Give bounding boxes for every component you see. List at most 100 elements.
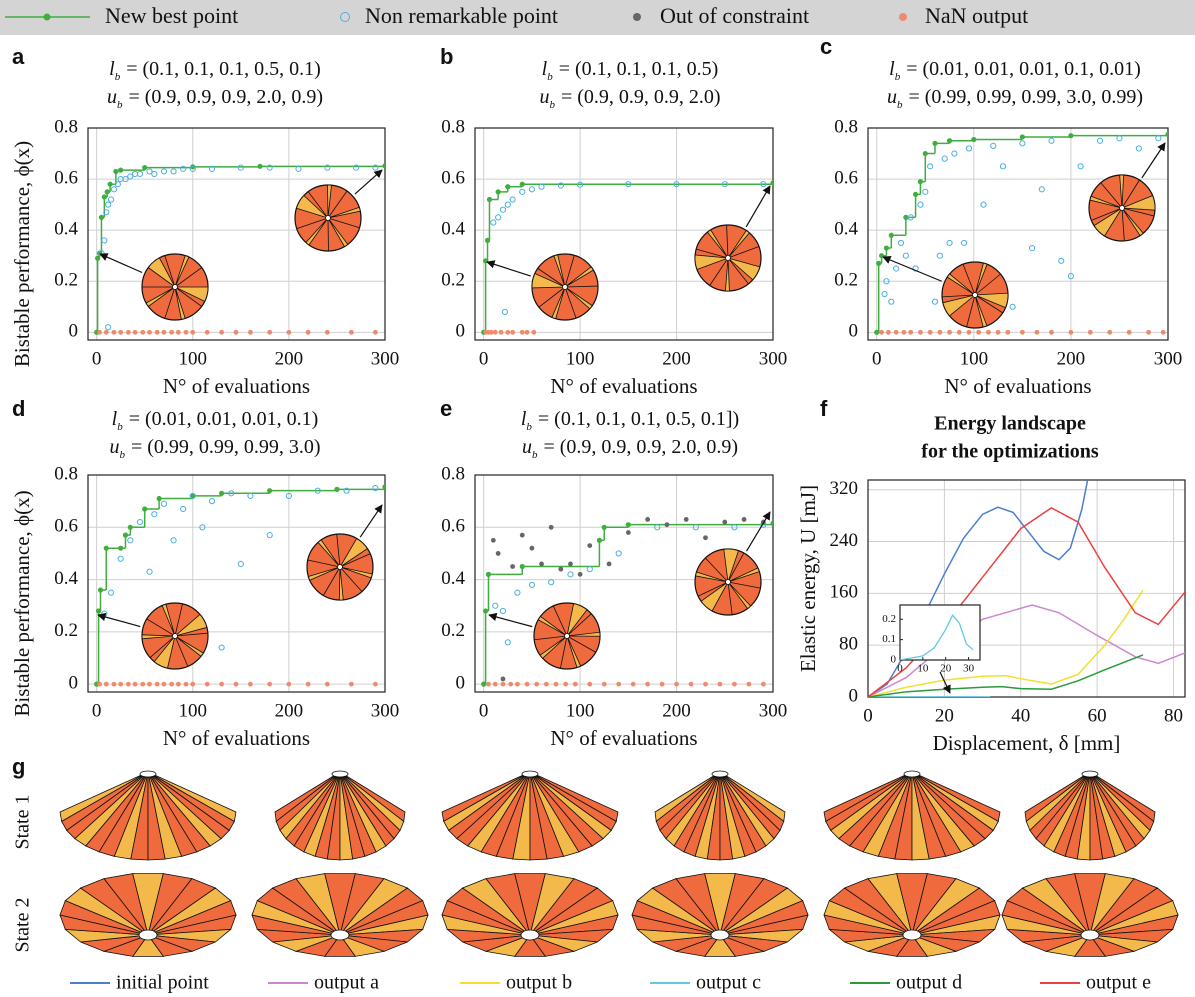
y-tick-label: 0.2	[441, 270, 465, 291]
best-point	[156, 495, 162, 502]
point	[499, 206, 507, 213]
point	[630, 681, 636, 687]
plot-frame	[87, 474, 386, 693]
wheel-panel	[700, 581, 729, 612]
point	[132, 329, 138, 335]
point	[553, 681, 559, 687]
point	[692, 524, 699, 531]
x-tick-label: 100	[960, 348, 989, 369]
point	[937, 329, 943, 335]
bound-subscript: b	[897, 99, 903, 111]
point	[233, 681, 239, 687]
bound-subscript: b	[119, 449, 125, 461]
wheel-panel	[566, 635, 582, 668]
point	[524, 681, 530, 687]
point	[499, 607, 507, 615]
point	[160, 168, 168, 175]
wheel-panel	[145, 286, 176, 307]
y-tick-label: 0.6	[441, 516, 465, 537]
state1-shape	[823, 770, 1001, 861]
point	[577, 181, 584, 188]
wheel-illustration	[533, 602, 601, 670]
point	[883, 278, 890, 285]
wheel-crease	[560, 635, 568, 669]
point	[111, 329, 117, 335]
wheel-illustration	[941, 261, 1009, 329]
wheel-panel	[174, 286, 209, 302]
plot-area	[874, 131, 1168, 335]
point	[881, 290, 888, 298]
wheel-crease	[942, 294, 976, 298]
wheel-panel	[174, 613, 208, 637]
point	[286, 681, 292, 687]
point	[586, 566, 593, 573]
x-tick-label: 200	[1057, 348, 1086, 369]
point	[208, 165, 216, 172]
point	[673, 181, 680, 188]
point	[495, 214, 502, 221]
legend-marker	[899, 13, 907, 21]
panel-letter: e	[440, 396, 452, 421]
best-point	[142, 164, 148, 171]
x-tick-label: 300	[371, 348, 400, 369]
wheel-panel	[1121, 207, 1144, 237]
wheel-crease	[564, 286, 577, 319]
wheel-panel	[339, 566, 373, 579]
best-point	[1019, 134, 1025, 140]
point	[1146, 329, 1151, 335]
y-tick-label: 0.6	[54, 516, 78, 537]
point	[931, 298, 939, 305]
row-label: State 2	[12, 898, 34, 953]
point	[534, 681, 540, 687]
wheel-panel	[706, 229, 729, 259]
best-point	[122, 532, 129, 538]
x-tick-label: 200	[275, 700, 304, 721]
wheel-panel	[339, 537, 368, 568]
wheel-crease	[537, 268, 566, 288]
y-tick-label: 0.2	[882, 613, 896, 625]
x-tick-label: 100	[566, 700, 595, 721]
step-segment	[934, 142, 950, 154]
legend-bar	[0, 0, 1195, 35]
center-hole	[902, 929, 922, 941]
point	[645, 517, 651, 522]
wheel-crease	[307, 559, 341, 568]
wheel-hub	[972, 292, 978, 298]
center-hole	[138, 929, 158, 941]
point	[228, 490, 235, 497]
wheel-crease	[149, 635, 176, 658]
step-segment	[192, 495, 222, 499]
point	[995, 329, 1001, 335]
wheel-illustration	[531, 253, 599, 321]
bounds-line: lb = (0.01, 0.01, 0.01, 0.1, 0.01)	[889, 58, 1141, 83]
best-point	[922, 150, 928, 157]
wheel-panel	[305, 217, 329, 246]
wheel-panel	[725, 257, 730, 292]
legend-marker	[633, 13, 641, 21]
point	[980, 201, 987, 208]
x-axis-label: N° of evaluations	[163, 374, 310, 398]
best-point	[519, 181, 525, 187]
wheel-panel	[723, 548, 739, 583]
point	[519, 532, 525, 538]
point	[524, 329, 530, 335]
point	[125, 681, 131, 687]
legend-label: initial point	[116, 972, 209, 994]
best-point	[625, 522, 631, 528]
point	[703, 681, 708, 687]
wheel-hub	[172, 633, 178, 639]
point	[1096, 137, 1104, 144]
inset-arrow	[939, 671, 951, 694]
bounds-line: ub = (0.9, 0.9, 0.9, 2.0, 0.9)	[107, 86, 323, 111]
point	[625, 181, 632, 188]
point	[510, 329, 516, 335]
best-point	[382, 484, 385, 490]
point	[1005, 329, 1011, 335]
y-tick-label: 160	[830, 582, 859, 603]
point	[295, 165, 302, 172]
point	[897, 239, 905, 247]
wheel-hub	[725, 255, 731, 261]
best-point	[334, 486, 340, 492]
x-axis-label: N° of evaluations	[944, 374, 1091, 398]
wheel-panel	[531, 272, 566, 289]
